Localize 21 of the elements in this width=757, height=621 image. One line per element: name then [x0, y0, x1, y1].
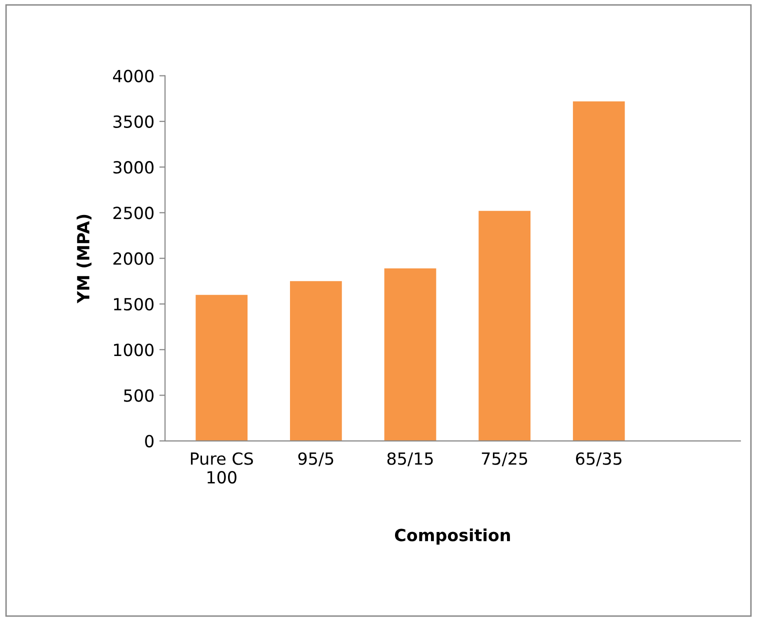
bar [384, 268, 436, 441]
y-tick-label: 3500 [113, 115, 154, 128]
x-axis-title: Composition [394, 528, 510, 545]
x-tick-label: 95/5 [298, 452, 334, 466]
y-tick-label: 3000 [113, 161, 154, 174]
bar [290, 281, 342, 441]
x-tick-label: 65/35 [576, 452, 622, 466]
x-tick-label: 75/25 [482, 452, 528, 466]
x-tick-label: 85/15 [387, 452, 433, 466]
y-tick-label: 2500 [113, 206, 154, 220]
y-tick-label: 1500 [114, 298, 154, 311]
x-tick-label: Pure CS 100 [190, 452, 253, 484]
y-tick-label: 4000 [113, 70, 154, 82]
y-axis-title: YM (MPA) [76, 214, 92, 304]
bar [572, 101, 625, 441]
y-tick-label: 1000 [114, 344, 154, 356]
bar [478, 210, 530, 441]
y-tick-label: 2000 [113, 252, 154, 265]
y-tick-label: 0 [145, 434, 154, 448]
bar [196, 294, 248, 441]
y-tick-label: 500 [124, 389, 154, 402]
